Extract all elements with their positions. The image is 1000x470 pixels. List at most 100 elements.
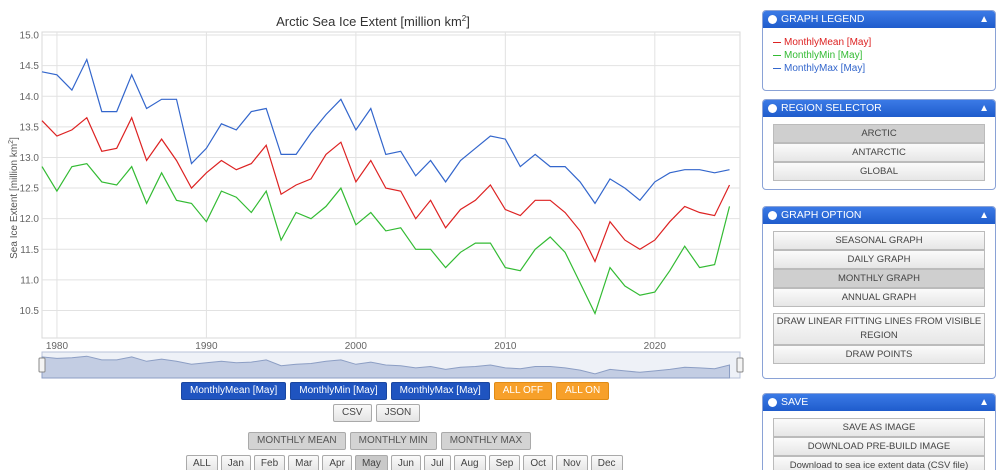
y-axis-label-close: ]	[9, 137, 20, 140]
y-tick-label: 11.5	[20, 245, 39, 256]
series-toggle-row: MonthlyMean [May] MonthlyMin [May] Month…	[181, 382, 610, 400]
graph-legend-header[interactable]: GRAPH LEGEND ▲	[763, 11, 995, 28]
json-button[interactable]: JSON	[375, 404, 421, 422]
x-tick-label: 2000	[345, 341, 368, 352]
chart-title: Arctic Sea Ice Extent [million km2]	[276, 14, 470, 29]
month-button-jul[interactable]: Jul	[423, 455, 451, 470]
save-download-to-sea-ice-extent-data-csv-file-button[interactable]: Download to sea ice extent data (CSV fil…	[773, 456, 985, 470]
legend-item[interactable]: MonthlyMean [May]	[763, 36, 995, 49]
x-tick-label: 2010	[494, 341, 517, 352]
y-tick-label: 14.5	[20, 61, 40, 72]
option-monthly-graph-button[interactable]: MONTHLY GRAPH	[773, 269, 985, 288]
toggle-monthly-min-button[interactable]: MonthlyMin [May]	[290, 382, 387, 400]
legend-label: MonthlyMean [May]	[784, 37, 872, 48]
legend-label: MonthlyMax [May]	[784, 63, 866, 74]
y-tick-label: 13.5	[20, 122, 40, 133]
month-button-sep[interactable]: Sep	[488, 455, 521, 470]
save-download-pre-build-image-button[interactable]: DOWNLOAD PRE-BUILD IMAGE	[773, 437, 985, 456]
month-button-mar[interactable]: Mar	[288, 455, 320, 470]
region-global-button[interactable]: GLOBAL	[773, 162, 985, 181]
y-tick-label: 12.5	[20, 184, 40, 195]
toggle-monthly-max-button[interactable]: MonthlyMax [May]	[390, 382, 490, 400]
month-selector: ALL Jan Feb Mar Apr May Jun Jul Aug Sep Oct Nov Dec	[186, 455, 623, 470]
save-save-as-image-button[interactable]: SAVE AS IMAGE	[773, 418, 985, 437]
legend-item[interactable]: MonthlyMin [May]	[763, 49, 995, 62]
month-button-jun[interactable]: Jun	[390, 455, 421, 470]
draw-fitting-lines-button[interactable]: DRAW LINEAR FITTING LINES FROM VISIBLE R…	[773, 313, 985, 345]
series-line-monthlymean-may	[41, 116, 731, 264]
x-axis: 1980 1990 2000 2010 2020	[46, 341, 667, 352]
y-axis-label-sup: 2	[8, 140, 15, 144]
option-annual-graph-button[interactable]: ANNUAL GRAPH	[773, 288, 985, 307]
navigator-left-handle[interactable]	[38, 357, 46, 373]
bullet-icon	[768, 211, 777, 220]
monthly-min-button[interactable]: MONTHLY MIN	[349, 432, 437, 450]
range-navigator[interactable]	[38, 351, 744, 379]
y-tick-label: 14.0	[20, 92, 40, 103]
navigator-area	[41, 355, 731, 379]
option-seasonal-graph-button[interactable]: SEASONAL GRAPH	[773, 231, 985, 250]
month-button-apr[interactable]: Apr	[322, 455, 352, 470]
legend-swatch	[773, 41, 781, 43]
series-line-monthlymin-may	[41, 162, 731, 316]
chart-title-sup: 2	[462, 14, 467, 23]
x-tick-label: 1980	[46, 341, 69, 352]
save-list: SAVE AS IMAGE DOWNLOAD PRE-BUILD IMAGE Dow…	[763, 411, 995, 470]
chart-area: Arctic Sea Ice Extent [million km2] Sea …	[8, 14, 744, 379]
region-antarctic-button[interactable]: ANTARCTIC	[773, 143, 985, 162]
collapse-icon[interactable]: ▲	[979, 397, 989, 408]
region-selector-header[interactable]: REGION SELECTOR ▲	[763, 100, 995, 117]
legend-item[interactable]: MonthlyMax [May]	[763, 62, 995, 75]
toggle-monthly-mean-button[interactable]: MonthlyMean [May]	[181, 382, 287, 400]
region-list: ARCTIC ANTARCTIC GLOBAL	[763, 117, 995, 181]
y-tick-label: 15.0	[20, 31, 40, 42]
graph-option-panel: GRAPH OPTION ▲ SEASONAL GRAPH DAILY GRAPH…	[762, 206, 996, 379]
month-button-nov[interactable]: Nov	[555, 455, 588, 470]
region-selector-panel: REGION SELECTOR ▲ ARCTIC ANTARCTIC GLOBAL	[762, 99, 996, 190]
y-tick-label: 10.5	[20, 306, 40, 317]
series-line-monthlymax-may	[41, 57, 730, 205]
month-button-feb[interactable]: Feb	[253, 455, 286, 470]
y-axis-label: Sea Ice Extent [million km2]	[8, 137, 20, 259]
chart-title-close: ]	[466, 14, 470, 29]
legend-swatch	[773, 67, 781, 69]
month-button-dec[interactable]: Dec	[590, 455, 623, 470]
monthly-mean-button[interactable]: MONTHLY MEAN	[248, 432, 346, 450]
navigator-right-handle[interactable]	[736, 357, 744, 373]
save-panel: SAVE ▲ SAVE AS IMAGE DOWNLOAD PRE-BUILD I…	[762, 393, 996, 470]
month-button-may[interactable]: May	[354, 455, 388, 470]
legend-swatch	[773, 54, 781, 56]
chart-series	[41, 57, 731, 316]
y-tick-label: 12.0	[20, 214, 40, 225]
csv-button[interactable]: CSV	[333, 404, 372, 422]
bullet-icon	[768, 15, 777, 24]
save-header[interactable]: SAVE ▲	[763, 394, 995, 411]
y-axis: 15.0 14.5 14.0 13.5 13.0 12.5 12.0 11.5 11.0 10.5	[20, 31, 40, 317]
graph-option-header[interactable]: GRAPH OPTION ▲	[763, 207, 995, 224]
month-button-all[interactable]: ALL	[186, 455, 218, 470]
chart-grid	[41, 31, 741, 339]
region-arctic-button[interactable]: ARCTIC	[773, 124, 985, 143]
x-tick-label: 1990	[195, 341, 218, 352]
month-button-oct[interactable]: Oct	[523, 455, 553, 470]
monthly-max-button[interactable]: MONTHLY MAX	[440, 432, 532, 450]
option-list: SEASONAL GRAPH DAILY GRAPH MONTHLY GRAPH AN…	[763, 224, 995, 307]
month-button-jan[interactable]: Jan	[220, 455, 251, 470]
all-on-button[interactable]: ALL ON	[555, 382, 610, 400]
bullet-icon	[768, 104, 777, 113]
type-row: MONTHLY MEAN MONTHLY MIN MONTHLY MAX	[248, 432, 532, 450]
collapse-icon[interactable]: ▲	[979, 210, 989, 221]
draw-points-button[interactable]: DRAW POINTS	[773, 345, 985, 364]
collapse-icon[interactable]: ▲	[979, 14, 989, 25]
y-tick-label: 11.0	[20, 275, 39, 286]
month-button-aug[interactable]: Aug	[453, 455, 486, 470]
collapse-icon[interactable]: ▲	[979, 103, 989, 114]
export-row: CSV JSON	[333, 404, 421, 422]
y-tick-label: 13.0	[20, 153, 40, 164]
x-tick-label: 2020	[644, 341, 667, 352]
legend-label: MonthlyMin [May]	[784, 50, 863, 61]
legend-list: MonthlyMean [May] MonthlyMin [May] Monthly…	[763, 28, 995, 75]
bullet-icon	[768, 398, 777, 407]
option-daily-graph-button[interactable]: DAILY GRAPH	[773, 250, 985, 269]
all-off-button[interactable]: ALL OFF	[493, 382, 552, 400]
